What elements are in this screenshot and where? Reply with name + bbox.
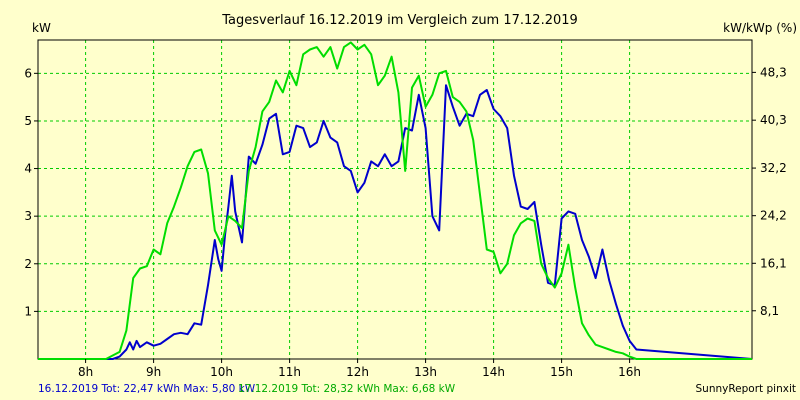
series-line-1 (38, 84, 753, 360)
y-tick-label-left: 6 (24, 66, 32, 80)
y-tick-label-left: 3 (24, 209, 32, 223)
y-tick-label-right: 48,3 (760, 65, 787, 79)
x-tick-label: 15h (550, 365, 573, 379)
x-tick-label: 11h (278, 365, 301, 379)
plot-frame (37, 39, 753, 360)
y-axis-unit-right: kW/kWp (%) (723, 21, 797, 35)
footer-series1-summary: 16.12.2019 Tot: 22,47 kWh Max: 5,80 kW (38, 383, 256, 395)
footer-credit: SunnyReport pinxit (696, 383, 796, 395)
y-tick-label-right: 40,3 (760, 113, 787, 127)
chart-title: Tagesverlauf 16.12.2019 im Vergleich zum… (221, 13, 578, 28)
series-line-2 (38, 41, 752, 360)
grid (38, 40, 752, 359)
y-tick-label-left: 4 (24, 162, 32, 176)
footer-series2-summary: 17.12.2019 Tot: 28,32 kWh Max: 6,68 kW (238, 383, 456, 395)
y-tick-label-right: 32,2 (760, 161, 787, 175)
y-tick-label-right: 16,1 (760, 256, 787, 270)
y-tick-label-left: 5 (24, 114, 32, 128)
y-tick-label-left: 2 (24, 257, 32, 271)
x-tick-label: 16h (618, 365, 641, 379)
x-tick-label: 12h (346, 365, 369, 379)
y-axis-unit-left: kW (32, 21, 51, 35)
x-tick-label: 14h (482, 365, 505, 379)
y-tick-label-right: 8,1 (760, 304, 779, 318)
series-layer (38, 41, 753, 360)
x-tick-label: 9h (146, 365, 161, 379)
y-tick-label-right: 24,2 (760, 209, 787, 223)
x-tick-label: 13h (414, 365, 437, 379)
x-tick-label: 8h (78, 365, 93, 379)
x-tick-label: 10h (210, 365, 233, 379)
tick-labels: 8h 9h 10h 11h 12h 13h 14h 15h 16h 1 2 3 4 5 6 8,1 16,1 24… (24, 65, 786, 379)
y-tick-label-left: 1 (24, 304, 32, 318)
